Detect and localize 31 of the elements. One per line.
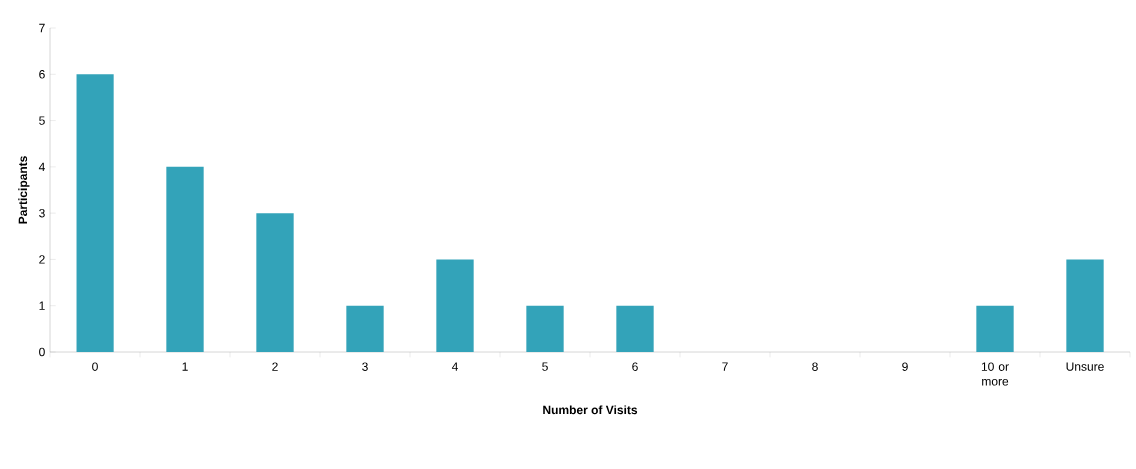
x-tick-label: 6 <box>632 362 638 371</box>
bar <box>976 305 1014 352</box>
bar <box>346 305 384 352</box>
y-tick-label: 1 <box>39 301 45 310</box>
x-tick-label: 3 <box>362 362 368 371</box>
y-tick-label: 4 <box>38 162 45 171</box>
x-tick-label: 5 <box>542 362 548 371</box>
bar <box>76 74 114 352</box>
x-tick-label: Unsure <box>1066 362 1104 371</box>
bar <box>616 305 654 352</box>
x-tick-label: 8 <box>812 362 818 371</box>
y-tick-label: 2 <box>39 255 45 264</box>
x-tick-label: 9 <box>902 362 908 371</box>
y-tick-label: 5 <box>39 116 45 125</box>
y-tick-label: 7 <box>39 23 45 33</box>
x-tick-label: 2 <box>272 362 278 371</box>
x-tick-label: 0 <box>92 362 98 371</box>
x-axis-title: Number of Visits <box>543 405 638 415</box>
bar <box>526 305 564 352</box>
x-tick-label: 7 <box>722 362 728 371</box>
x-tick-label: 4 <box>451 362 458 371</box>
bar <box>436 259 474 352</box>
y-tick-label: 3 <box>39 208 45 218</box>
y-tick-label: 6 <box>39 70 45 79</box>
bar <box>166 166 204 352</box>
y-axis-title: Participants <box>18 156 30 224</box>
x-tick-label: 10 or more <box>981 362 1009 386</box>
bar <box>256 213 294 352</box>
x-tick-label: 1 <box>182 362 188 371</box>
y-tick-label: 0 <box>39 347 45 357</box>
bar <box>1066 259 1104 352</box>
